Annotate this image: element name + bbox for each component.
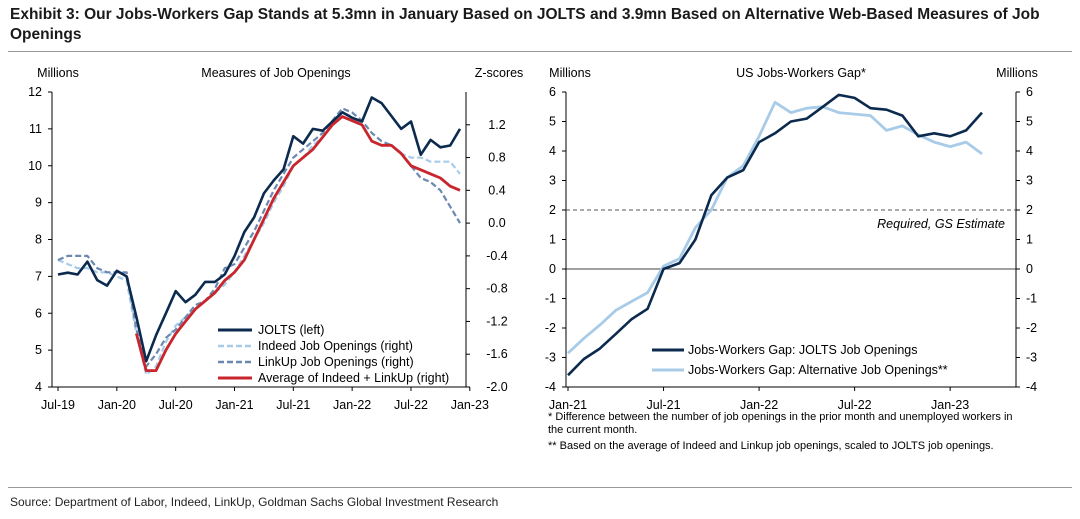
right-y-tick-label: 0.4 (488, 183, 505, 197)
left-chart-ylabel-right: Z-scores (475, 66, 524, 80)
right-y-tick-label: -2.0 (486, 380, 508, 394)
x-tick-label: Jul-19 (41, 398, 75, 412)
right-y-tick-label: 0 (1026, 262, 1033, 276)
left-y-tick-label: 5 (35, 343, 42, 357)
legend-label-gap-jolts: Jobs-Workers Gap: JOLTS Job Openings (688, 343, 918, 357)
left-y-tick-label: 3 (549, 174, 556, 188)
x-tick-label: Jan-22 (740, 398, 778, 412)
right-y-tick-label: -0.8 (486, 282, 508, 296)
x-tick-label: Jul-21 (647, 398, 681, 412)
right-chart-ylabel-left: Millions (549, 66, 591, 80)
right-y-tick-label: 1.2 (488, 118, 505, 132)
x-tick-label: Jan-20 (98, 398, 136, 412)
right-y-tick-label: -1 (1026, 292, 1037, 306)
right-chart-ylabel-right: Millions (996, 66, 1038, 80)
legend-label-average: Average of Indeed + LinkUp (right) (258, 371, 449, 385)
right-chart-legend: Jobs-Workers Gap: JOLTS Job Openings Job… (645, 338, 990, 380)
x-tick-label: Jul-20 (159, 398, 193, 412)
right-y-tick-label: 2 (1026, 203, 1033, 217)
left-y-tick-label: -1 (545, 292, 556, 306)
legend-label-linkup: LinkUp Job Openings (right) (258, 355, 414, 369)
right-legend-background (645, 338, 990, 380)
legend-label-indeed: Indeed Job Openings (right) (258, 339, 413, 353)
right-y-tick-label: 0.0 (488, 216, 505, 230)
source-note: Source: Department of Labor, Indeed, Lin… (10, 495, 499, 509)
legend-label-jolts: JOLTS (left) (258, 323, 324, 337)
right-y-tick-label: -0.4 (486, 249, 508, 263)
right-y-tick-label: 6 (1026, 85, 1033, 99)
right-y-tick-label: -3 (1026, 351, 1037, 365)
left-y-tick-label: 10 (28, 159, 42, 173)
x-tick-label: Jan-21 (549, 398, 587, 412)
bottom-divider (8, 487, 1072, 488)
x-tick-label: Jul-21 (276, 398, 310, 412)
footnote-1: * Difference between the number of job o… (548, 411, 1013, 436)
x-tick-label: Jan-23 (451, 398, 489, 412)
right-y-tick-label: 4 (1026, 144, 1033, 158)
x-tick-label: Jul-22 (838, 398, 872, 412)
x-tick-label: Jan-21 (215, 398, 253, 412)
x-tick-label: Jul-22 (394, 398, 428, 412)
series-line-jobs-workers-gap-jolts-job-openings (567, 93, 983, 377)
left-y-tick-label: 4 (549, 144, 556, 158)
right-y-tick-label: 5 (1026, 115, 1033, 129)
left-y-tick-label: 12 (28, 85, 42, 99)
left-chart: Millions Measures of Job Openings Z-scor… (28, 66, 523, 412)
exhibit-title: Exhibit 3: Our Jobs-Workers Gap Stands a… (10, 6, 1040, 43)
left-y-tick-label: 7 (35, 269, 42, 283)
top-divider (8, 51, 1072, 52)
right-chart: Millions US Jobs-Workers Gap* Millions -… (545, 66, 1038, 412)
right-chart-title: US Jobs-Workers Gap* (736, 66, 866, 80)
series-line-jobs-workers-gap-alternative-job-openings- (567, 100, 983, 355)
legend-label-gap-alt: Jobs-Workers Gap: Alternative Job Openin… (688, 363, 948, 377)
left-y-tick-label: 2 (549, 203, 556, 217)
left-y-tick-label: 6 (35, 306, 42, 320)
right-y-tick-label: 0.8 (488, 151, 505, 165)
left-y-tick-label: 6 (549, 85, 556, 99)
left-y-tick-label: -2 (545, 321, 556, 335)
left-y-tick-label: 4 (35, 380, 42, 394)
left-chart-ylabel-left: Millions (37, 66, 79, 80)
right-y-tick-label: -2 (1026, 321, 1037, 335)
x-tick-label: Jan-23 (931, 398, 969, 412)
left-y-tick-label: -3 (545, 351, 556, 365)
right-y-tick-label: 1 (1026, 233, 1033, 247)
left-y-tick-label: 0 (549, 262, 556, 276)
left-y-tick-label: 1 (549, 233, 556, 247)
required-gs-estimate-label: Required, GS Estimate (877, 217, 1005, 231)
right-y-tick-label: -1.2 (486, 314, 508, 328)
series-line-average-of-indeed-linkup-right- (135, 115, 461, 372)
footnote-2: ** Based on the average of Indeed and Li… (548, 440, 994, 452)
left-y-tick-label: -4 (545, 380, 556, 394)
left-y-tick-label: 9 (35, 196, 42, 210)
series-line-jolts-left- (57, 96, 462, 363)
x-tick-label: Jan-22 (333, 398, 371, 412)
left-y-tick-label: 11 (29, 122, 42, 136)
right-y-tick-label: 3 (1026, 174, 1033, 188)
left-y-tick-label: 5 (549, 115, 556, 129)
left-y-tick-label: 8 (35, 233, 42, 247)
right-y-tick-label: -4 (1026, 380, 1037, 394)
left-chart-title: Measures of Job Openings (201, 66, 350, 80)
left-chart-legend: JOLTS (left) Indeed Job Openings (right)… (218, 323, 449, 385)
right-y-tick-label: -1.6 (486, 347, 508, 361)
